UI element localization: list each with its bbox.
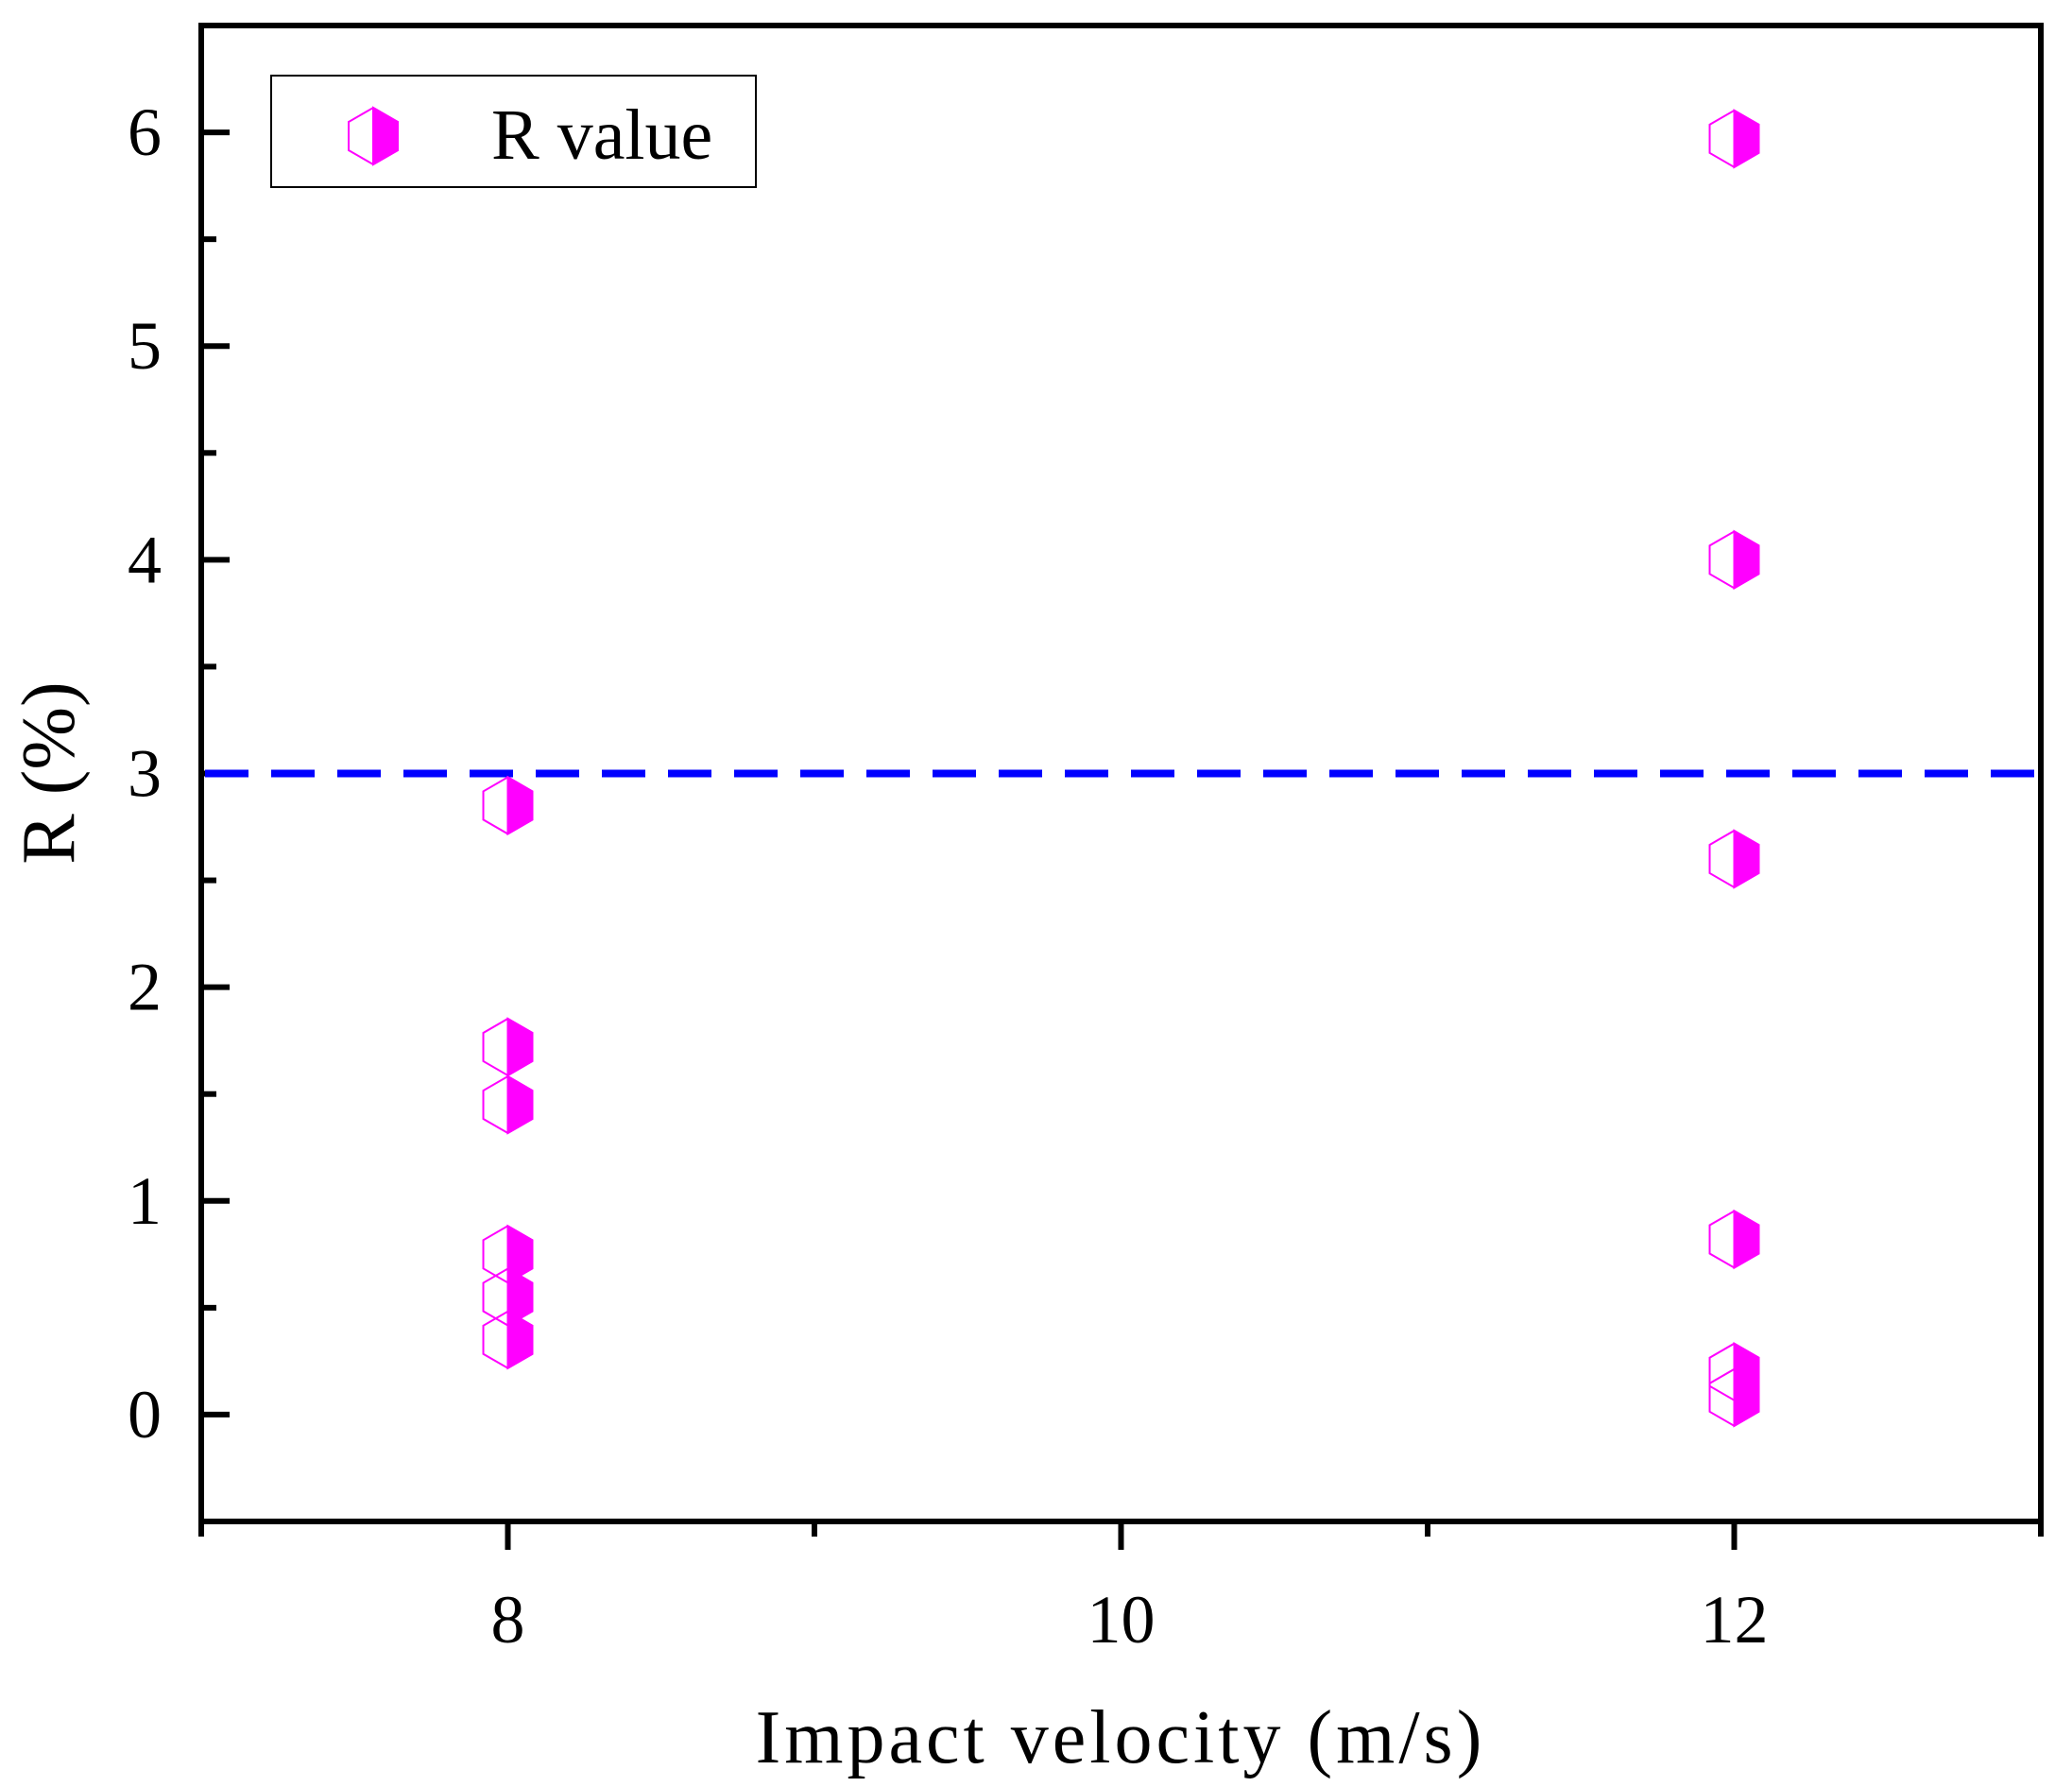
data-point [482, 1074, 534, 1135]
data-point [482, 775, 534, 836]
data-point [482, 1266, 534, 1328]
x-tick-label: 12 [1701, 1582, 1769, 1658]
data-point [1708, 529, 1760, 591]
y-axis-label: R (%) [8, 681, 91, 864]
x-tick-label: 10 [1087, 1582, 1156, 1658]
data-point [1708, 109, 1760, 169]
data-point [482, 1310, 534, 1370]
y-tick-label: 6 [128, 95, 162, 170]
legend-box [270, 75, 757, 188]
y-tick-label: 3 [128, 736, 162, 812]
y-tick-label: 0 [128, 1377, 162, 1452]
legend-entry: R value [491, 95, 712, 175]
legend-marker-hexagon-icon [348, 106, 399, 166]
y-tick-label: 4 [128, 522, 162, 597]
data-point [1708, 1367, 1760, 1428]
y-tick-label: 5 [128, 308, 162, 384]
y-tick-label: 2 [128, 950, 162, 1025]
legend: R value [270, 75, 757, 188]
data-point [1708, 1209, 1760, 1270]
data-point [1708, 829, 1760, 889]
x-tick-label: 8 [491, 1582, 525, 1658]
x-axis-label: Impact velocity (m/s) [756, 1696, 1486, 1779]
data-point [482, 1017, 534, 1077]
x-axis-ticks: 8 10 12 [198, 1521, 2044, 1658]
data-points [482, 109, 1760, 1428]
legend-hexagon-icon [348, 106, 399, 166]
y-tick-label: 1 [128, 1163, 162, 1239]
